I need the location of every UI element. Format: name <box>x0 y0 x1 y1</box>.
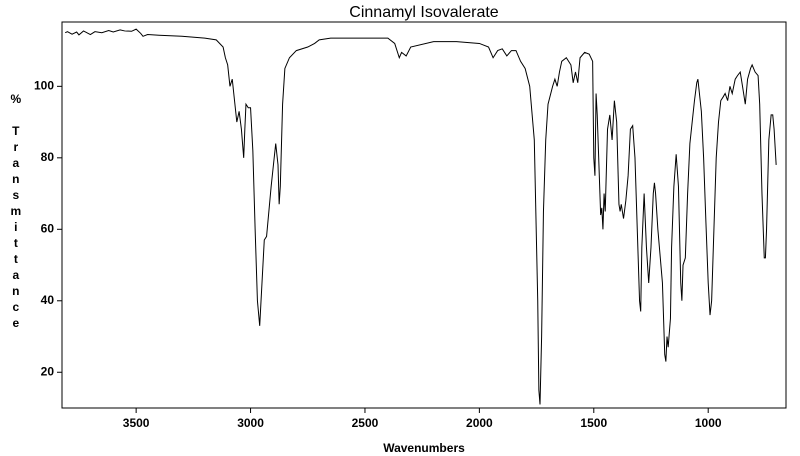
x-tick-label: 2500 <box>352 416 379 430</box>
x-tick-label: 3000 <box>237 416 264 430</box>
x-axis-label: Wavenumbers <box>383 441 465 455</box>
chart-title: Cinnamyl Isovalerate <box>349 4 499 21</box>
y-axis-label: % Transmittance <box>9 92 23 332</box>
x-tick-label: 1500 <box>580 416 607 430</box>
x-tick-label: 1000 <box>695 416 722 430</box>
x-tick-label: 2000 <box>466 416 493 430</box>
y-tick-label: 80 <box>41 150 55 164</box>
spectrum-line <box>64 28 777 405</box>
plot-frame <box>61 21 787 409</box>
y-tick-label: 60 <box>41 221 55 235</box>
x-tick-label: 3500 <box>123 416 150 430</box>
y-tick-label: 40 <box>41 293 55 307</box>
y-tick-label: 100 <box>34 79 54 93</box>
y-tick-label: 20 <box>41 364 55 378</box>
